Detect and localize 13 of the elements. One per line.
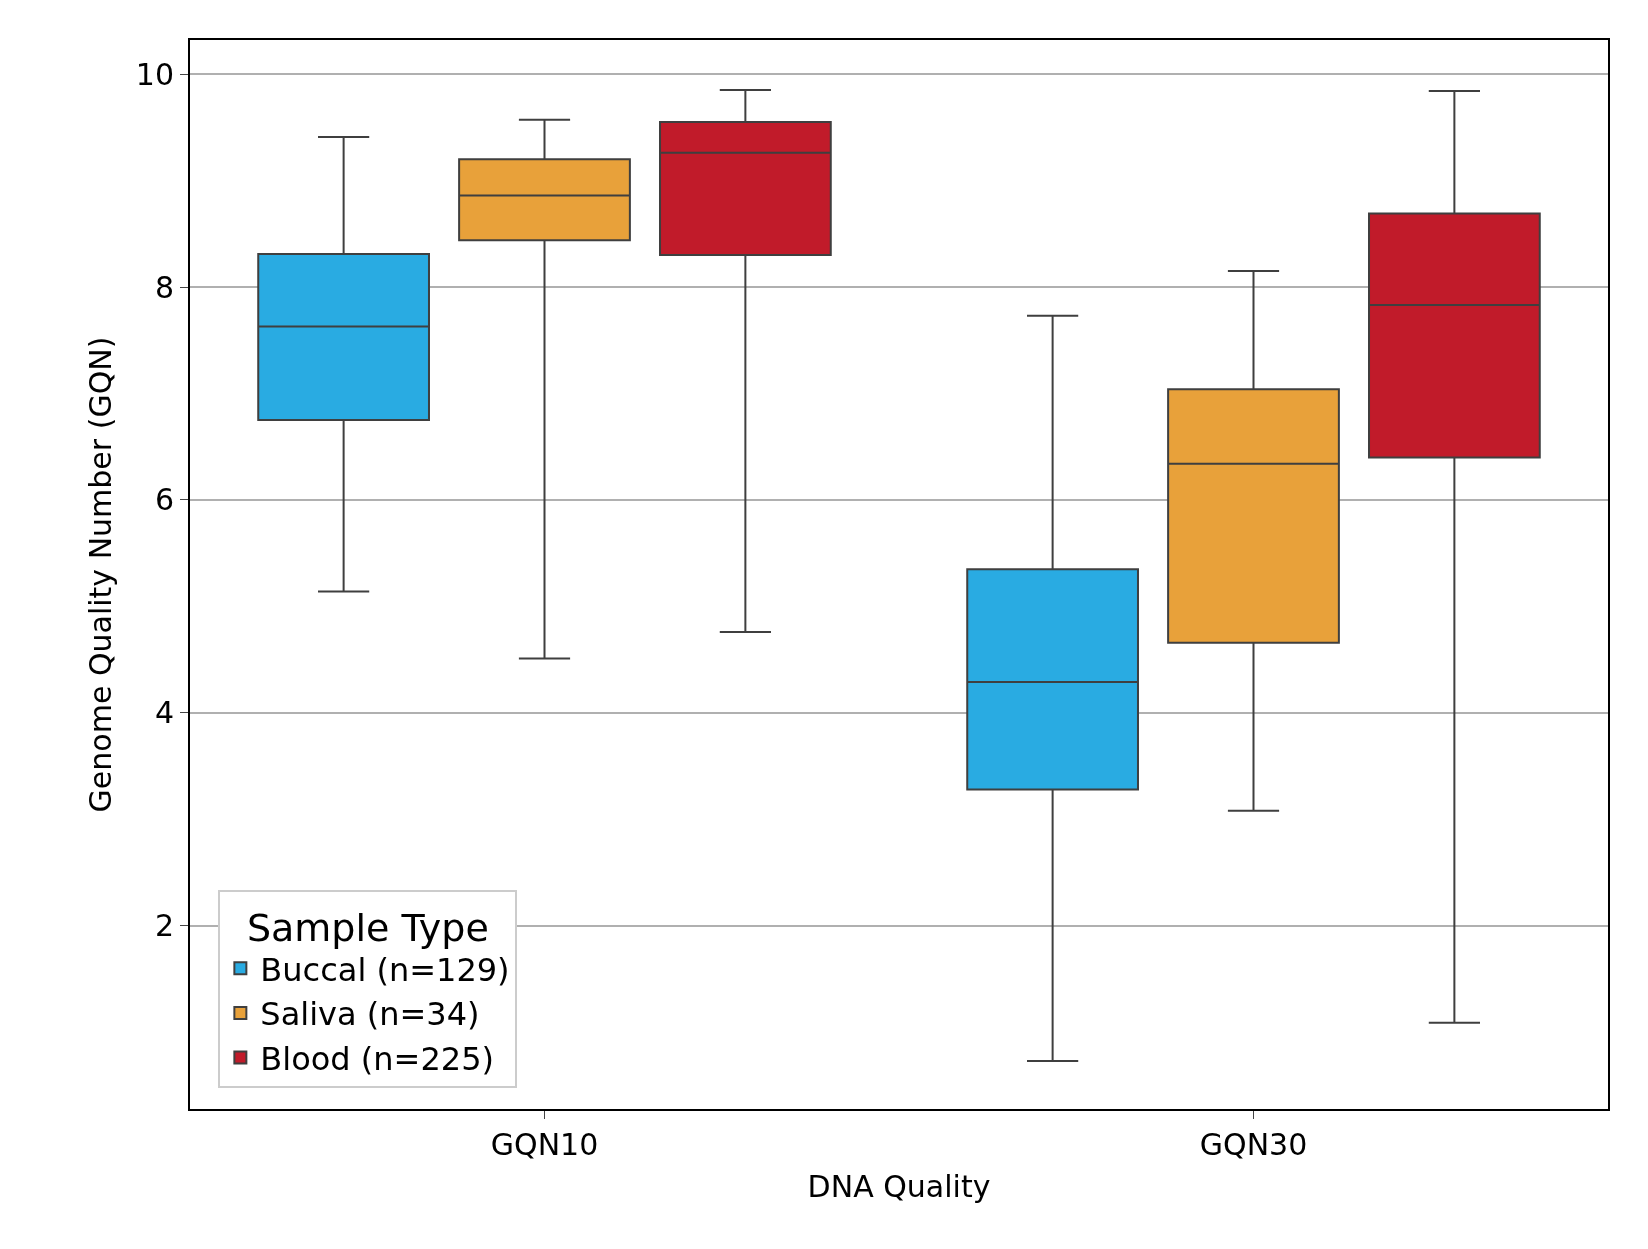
x-axis-title: DNA Quality bbox=[807, 1169, 991, 1204]
y-tick-label: 10 bbox=[135, 56, 174, 92]
x-tick-label: GQN30 bbox=[1199, 1127, 1308, 1162]
y-tick-label: 8 bbox=[154, 269, 174, 305]
y-axis-title: Genome Quality Number (GQN) bbox=[83, 336, 119, 813]
legend-label: Buccal (n=129) bbox=[260, 950, 510, 989]
legend-label: Saliva (n=34) bbox=[260, 995, 480, 1034]
x-tick-label: GQN10 bbox=[490, 1127, 599, 1162]
legend-label: Blood (n=225) bbox=[260, 1040, 494, 1078]
y-tick-label: 6 bbox=[154, 482, 174, 518]
y-tick-label: 2 bbox=[154, 908, 174, 944]
legend-title: Sample Type bbox=[246, 906, 489, 951]
y-tick-label: 4 bbox=[154, 695, 174, 731]
